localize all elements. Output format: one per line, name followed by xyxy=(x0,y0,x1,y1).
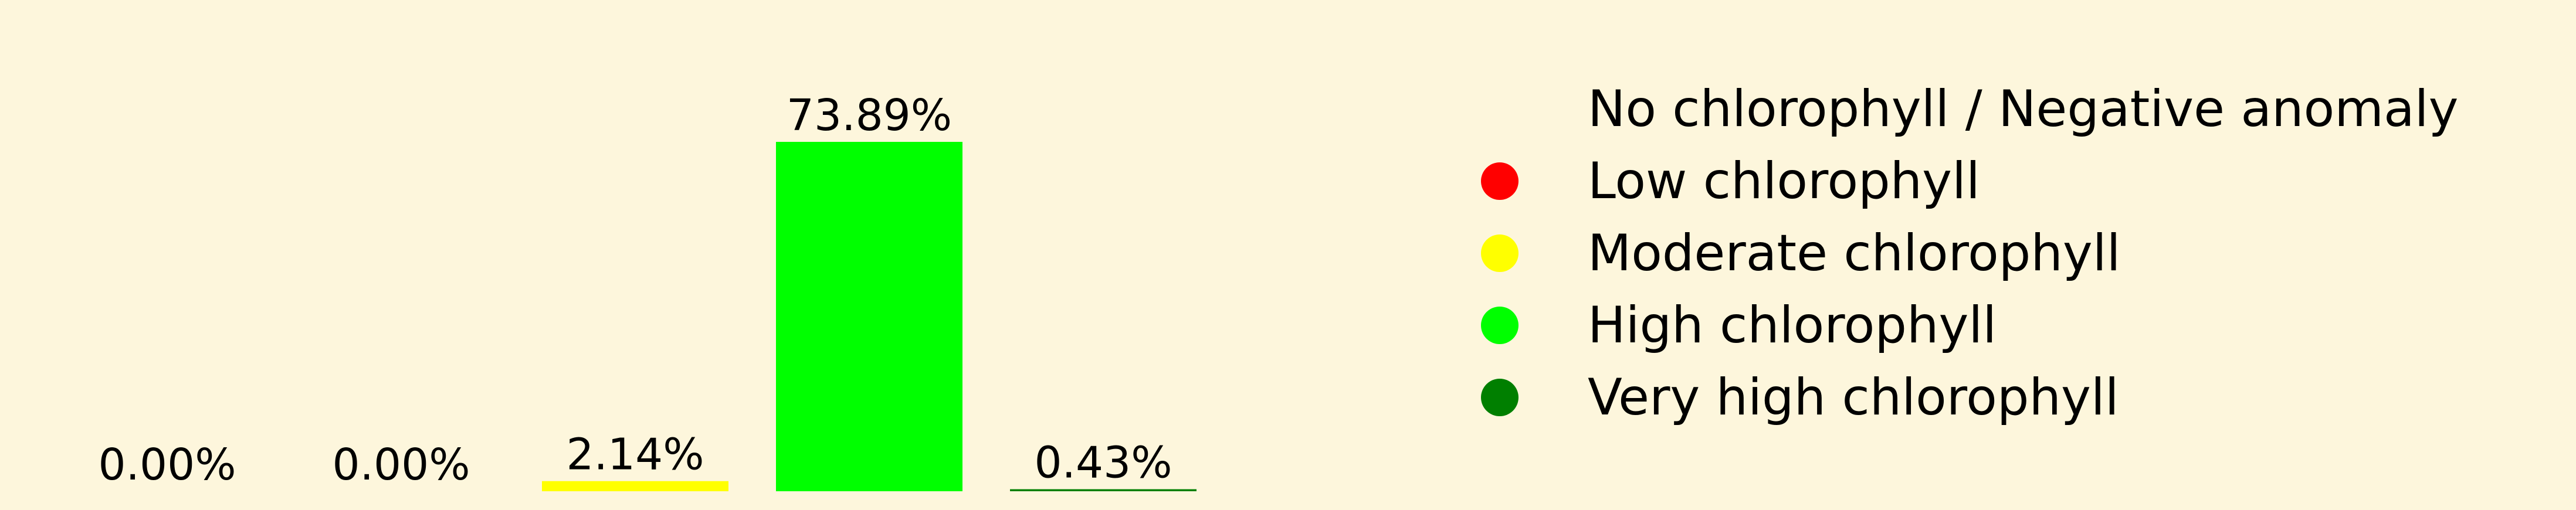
legend-item-no-chlorophyll: No chlorophyll / Negative anomaly xyxy=(1469,73,2554,145)
legend-item-low-chlorophyll: Low chlorophyll xyxy=(1469,145,2554,217)
bar-chart: 0.00% 0.00% 2.14% 73.89% 0.43% xyxy=(98,90,1197,491)
data-label-4: 73.89% xyxy=(787,90,952,141)
data-label-2: 0.00% xyxy=(332,440,470,490)
legend-label-very-high-chlorophyll: Very high chlorophyll xyxy=(1588,368,2119,427)
legend-swatch-no-chlorophyll xyxy=(1481,90,1519,128)
legend-label-moderate-chlorophyll: Moderate chlorophyll xyxy=(1588,224,2121,283)
legend-swatch-low-chlorophyll xyxy=(1481,162,1519,200)
legend-item-high-chlorophyll: High chlorophyll xyxy=(1469,290,2554,362)
legend-label-low-chlorophyll: Low chlorophyll xyxy=(1588,152,1980,210)
data-label-group: 0.00% 0.00% 2.14% 73.89% 0.43% xyxy=(98,90,1172,490)
data-label-3: 2.14% xyxy=(566,430,704,480)
data-label-1: 0.00% xyxy=(98,440,236,490)
legend: No chlorophyll / Negative anomaly Low ch… xyxy=(1469,73,2554,434)
legend-swatch-moderate-chlorophyll xyxy=(1481,234,1519,272)
legend-label-high-chlorophyll: High chlorophyll xyxy=(1588,296,1997,355)
data-label-5: 0.43% xyxy=(1034,438,1172,488)
legend-label-no-chlorophyll: No chlorophyll / Negative anomaly xyxy=(1588,80,2459,138)
legend-swatch-very-high-chlorophyll xyxy=(1481,379,1519,416)
bar-3 xyxy=(542,481,728,491)
bar-group xyxy=(542,142,1197,491)
legend-swatch-high-chlorophyll xyxy=(1481,307,1519,344)
legend-item-moderate-chlorophyll: Moderate chlorophyll xyxy=(1469,217,2554,290)
bar-5 xyxy=(1010,489,1197,491)
legend-item-very-high-chlorophyll: Very high chlorophyll xyxy=(1469,362,2554,434)
bar-4 xyxy=(776,142,962,491)
